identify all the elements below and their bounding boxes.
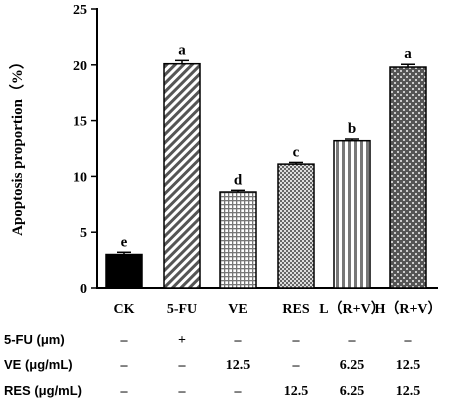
table-cell: 12.5 (396, 358, 421, 373)
table-cell: 12.5 (284, 384, 309, 399)
y-tick-label: 10 (73, 170, 87, 185)
bar-3 (277, 163, 315, 289)
x-tick-label: 5-FU (167, 302, 197, 317)
significance-label: c (293, 144, 300, 160)
x-tick-labels: CK 5-FU VE RES L（R+V）H（R+V） (114, 301, 442, 317)
bar-1 (163, 62, 201, 289)
x-tick-label: RES (282, 302, 309, 317)
y-tick-label: 25 (73, 3, 87, 18)
table-cell: – (120, 358, 129, 373)
treatment-table: 5-FU (μm) – + – – – – VE (μg/mL) – – 12.5 – 6.25 12.5… (4, 332, 420, 399)
axes (96, 8, 438, 289)
y-tick-label: 5 (80, 226, 87, 241)
table-cell: 12.5 (226, 358, 251, 373)
table-cell: – (292, 333, 301, 348)
significance-label: b (348, 121, 356, 137)
table-row-label: 5-FU (μm) (4, 332, 65, 347)
significance-label: a (178, 42, 186, 58)
table-row-label: RES (μg/mL) (4, 383, 82, 398)
table-cell: – (178, 384, 187, 399)
y-tick-label: 0 (80, 282, 87, 297)
bar-2 (219, 191, 257, 289)
y-ticks: 0 5 10 15 20 25 (73, 3, 97, 297)
significance-label: d (234, 172, 243, 188)
x-tick-label: L（R+V） (319, 301, 385, 317)
table-cell: – (404, 333, 413, 348)
x-tick-label: VE (228, 302, 247, 317)
y-tick-label: 15 (73, 115, 87, 130)
bar-4 (333, 139, 371, 289)
table-cell: 12.5 (396, 384, 421, 399)
x-tick-label: H（R+V） (374, 301, 441, 317)
bars: e a d c b a (105, 42, 427, 289)
table-cell: – (234, 333, 243, 348)
table-cell: – (120, 333, 129, 348)
table-cell: 6.25 (340, 384, 365, 399)
table-cell: – (348, 333, 357, 348)
y-tick-label: 20 (73, 59, 87, 74)
table-cell: + (178, 333, 186, 348)
table-cell: – (234, 384, 243, 399)
y-axis-label: Apoptosis proportion（%） (8, 54, 26, 236)
significance-label: a (404, 46, 412, 62)
table-cell: – (120, 384, 129, 399)
significance-label: e (121, 234, 128, 250)
table-row-label: VE (μg/mL) (4, 357, 73, 372)
bar-0 (105, 253, 143, 289)
table-cell: – (292, 358, 301, 373)
x-tick-label: CK (114, 302, 135, 317)
table-cell: – (178, 358, 187, 373)
bar-5 (389, 66, 427, 289)
table-cell: 6.25 (340, 358, 365, 373)
